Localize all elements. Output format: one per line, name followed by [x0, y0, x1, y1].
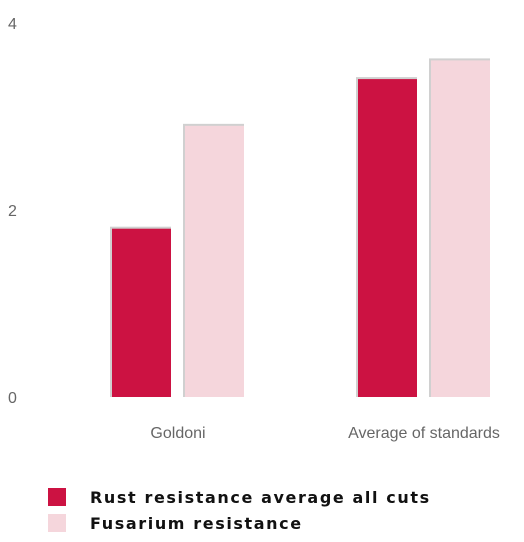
- bar-chart: 0 2 4 Goldoni Average of standards: [8, 16, 500, 442]
- legend-label-rust: Rust resistance average all cuts: [90, 487, 431, 507]
- bar-rust-1[interactable]: [358, 79, 417, 397]
- x-category-label: Goldoni: [150, 425, 205, 442]
- y-axis-ticks: 0 2 4: [8, 16, 17, 407]
- y-tick-label: 4: [8, 16, 17, 33]
- x-axis-labels: Goldoni Average of standards: [150, 425, 499, 442]
- bar-fusarium-1[interactable]: [431, 60, 490, 398]
- legend-item-fusarium[interactable]: Fusarium resistance: [48, 510, 431, 536]
- bar-rust-0[interactable]: [112, 228, 171, 397]
- legend-label-fusarium: Fusarium resistance: [90, 513, 303, 533]
- legend-swatch-rust: [48, 488, 66, 506]
- legend: Rust resistance average all cuts Fusariu…: [48, 484, 431, 536]
- bars: [112, 60, 490, 398]
- y-tick-label: 0: [8, 390, 17, 407]
- bar-fusarium-0[interactable]: [185, 125, 244, 397]
- legend-item-rust[interactable]: Rust resistance average all cuts: [48, 484, 431, 510]
- x-category-label: Average of standards: [348, 425, 500, 442]
- y-tick-label: 2: [8, 203, 17, 220]
- legend-swatch-fusarium: [48, 514, 66, 532]
